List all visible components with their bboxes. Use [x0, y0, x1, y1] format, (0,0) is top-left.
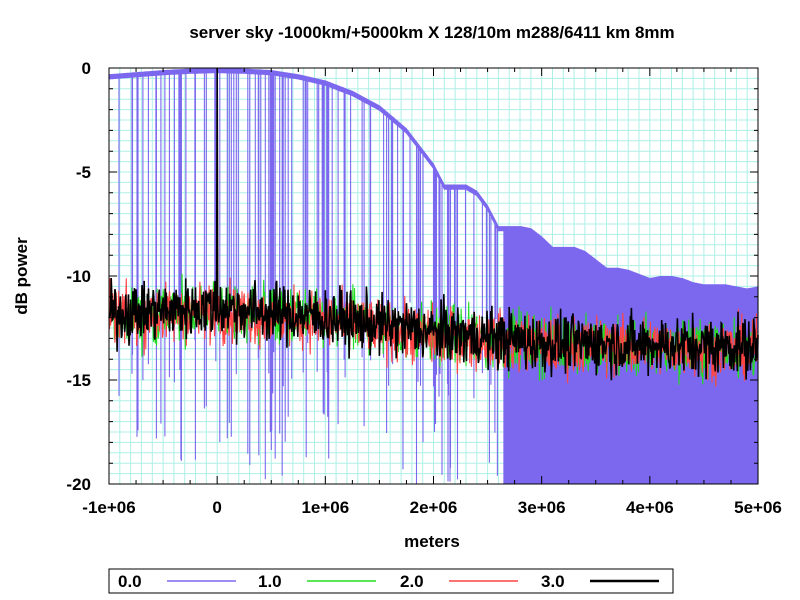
axis-ticks: -1e+06 0 1e+06 2e+06 3e+06 4e+06 5e+06 0 -5 -10 -1… — [66, 59, 781, 517]
x-tick-label: -1e+06 — [82, 498, 135, 517]
legend-label: 3.0 — [541, 572, 565, 591]
y-tick-label: 0 — [82, 59, 91, 78]
x-tick-label: 5e+06 — [734, 498, 782, 517]
y-tick-label: -5 — [76, 163, 91, 182]
x-axis-label: meters — [404, 532, 460, 551]
x-tick-label: 4e+06 — [626, 498, 674, 517]
legend-label: 0.0 — [118, 572, 142, 591]
tick-marks — [108, 67, 759, 485]
y-tick-label: -10 — [66, 267, 91, 286]
legend: 0.0 1.0 2.0 3.0 — [108, 568, 674, 594]
y-tick-label: -15 — [66, 371, 91, 390]
x-tick-label: 0 — [212, 498, 221, 517]
legend-box — [108, 568, 674, 594]
legend-label: 1.0 — [258, 572, 282, 591]
x-tick-label: 2e+06 — [410, 498, 458, 517]
chart-title: server sky -1000km/+5000km X 128/10m m28… — [189, 23, 674, 42]
y-axis-label: dB power — [12, 237, 31, 315]
legend-label: 2.0 — [400, 572, 424, 591]
x-tick-label: 1e+06 — [301, 498, 349, 517]
y-tick-label: -20 — [66, 475, 91, 494]
x-tick-label: 3e+06 — [518, 498, 566, 517]
